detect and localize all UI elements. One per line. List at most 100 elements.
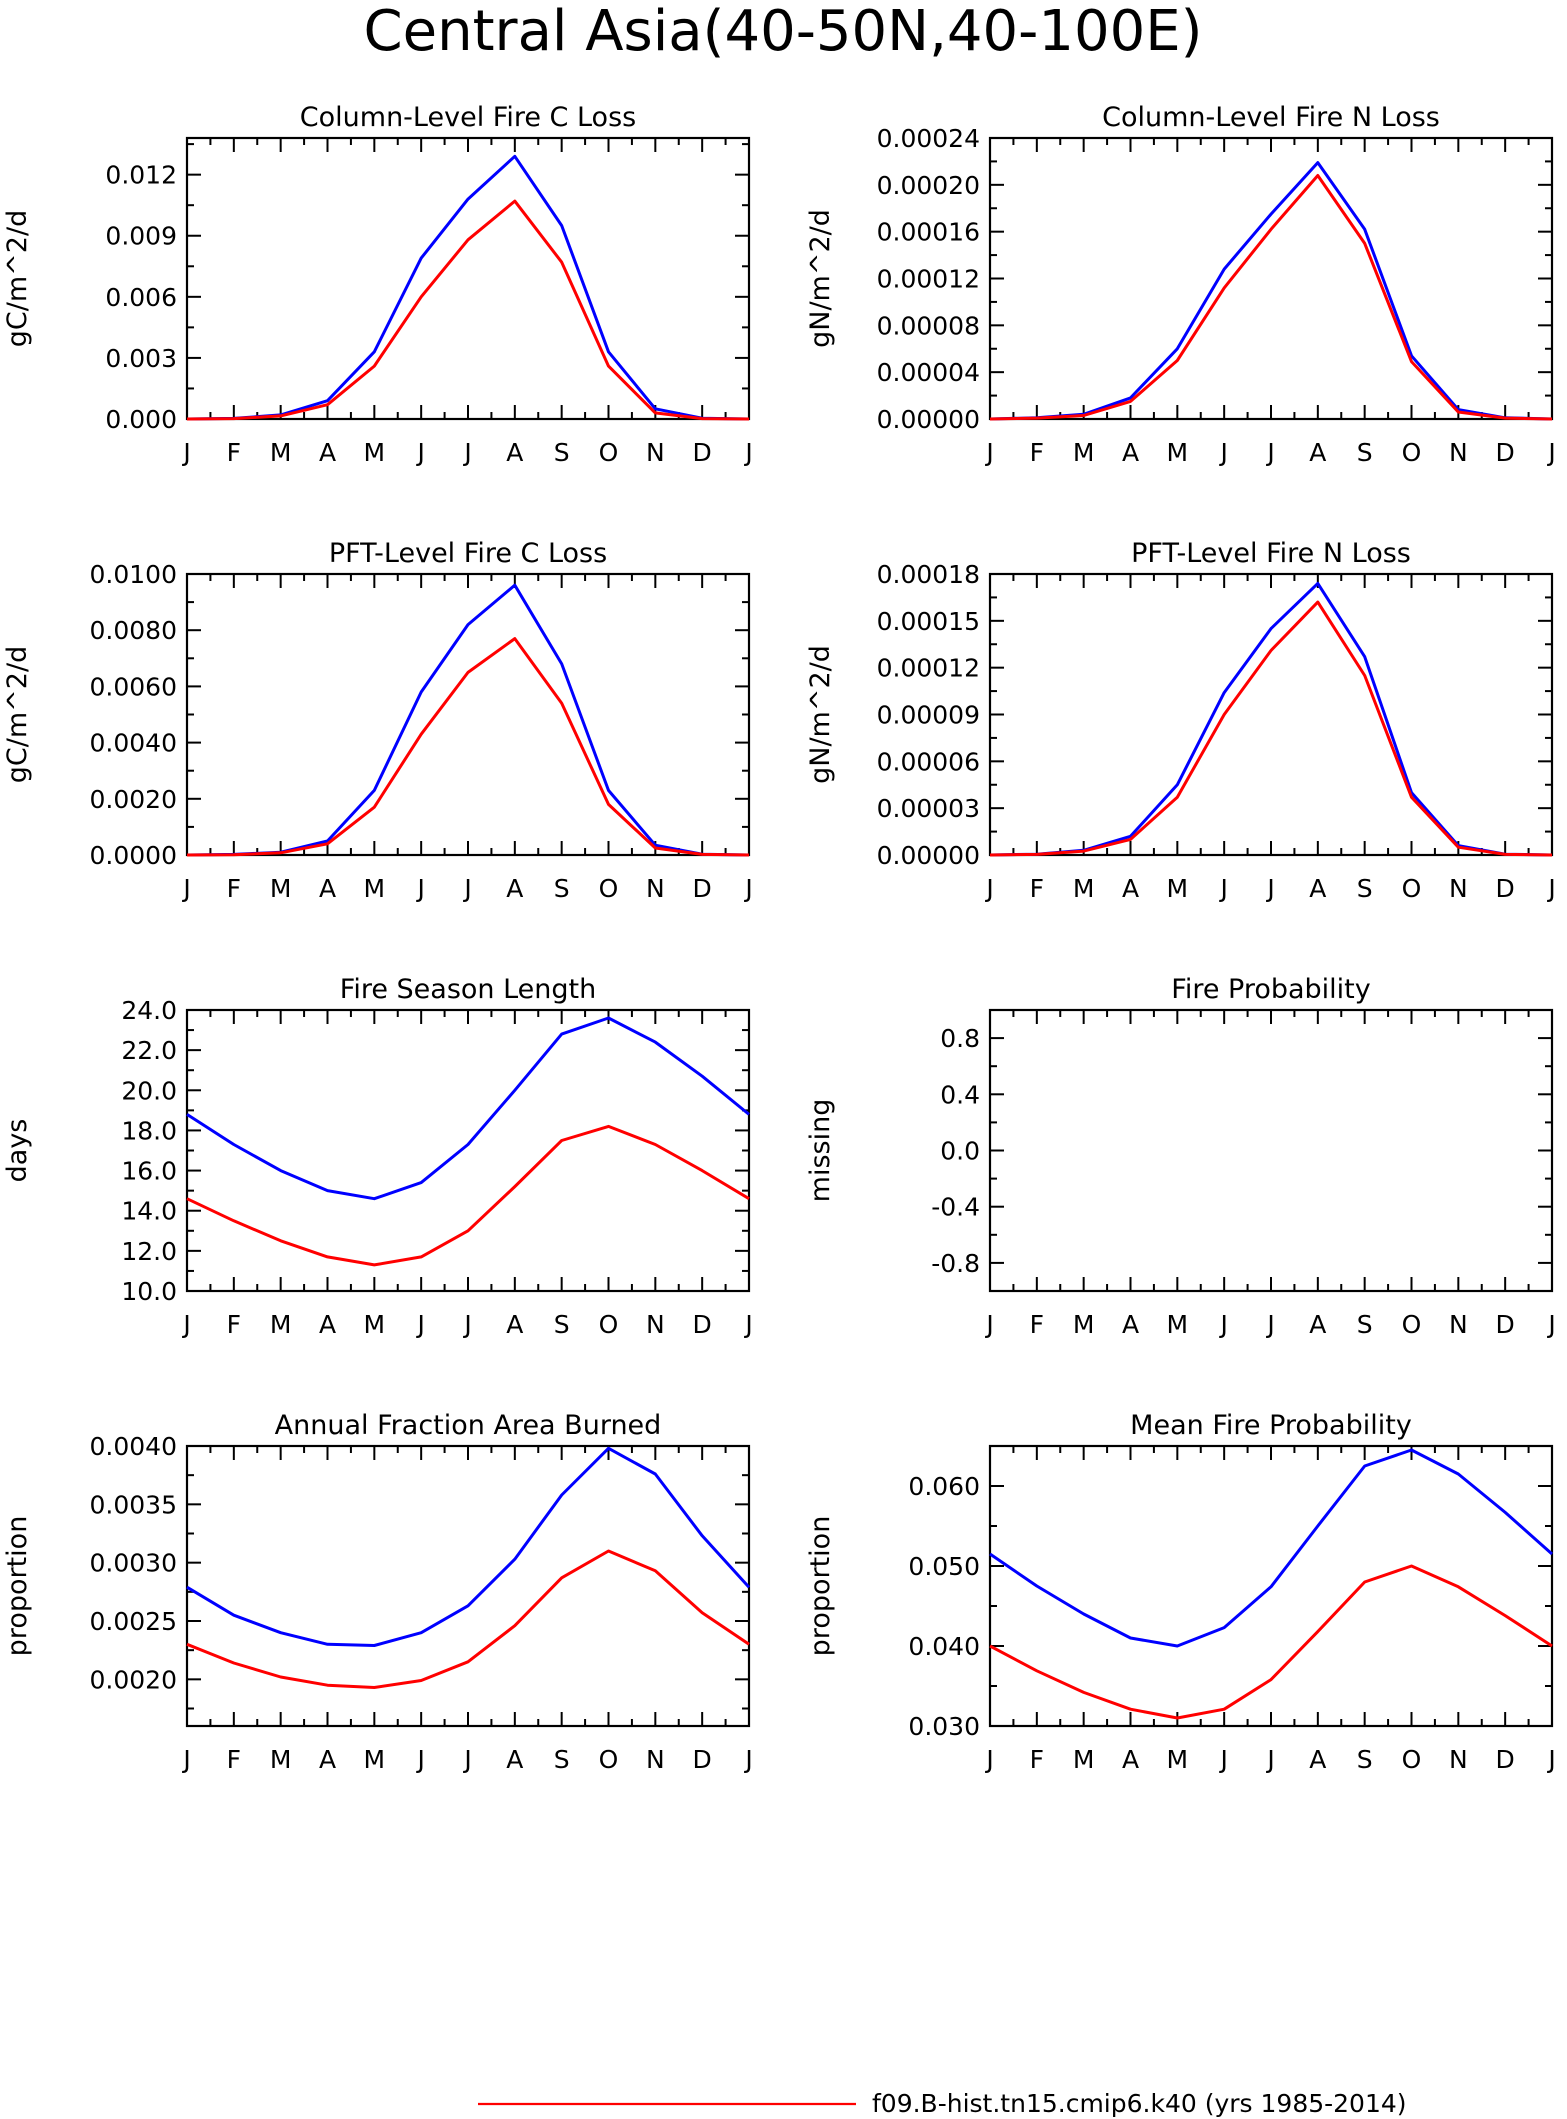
x-tick-label: J — [743, 1745, 752, 1774]
y-tick-label: 0.0 — [940, 1137, 980, 1166]
x-tick-label: M — [1167, 1745, 1189, 1774]
x-tick-label: J — [181, 1310, 190, 1339]
x-tick-label: J — [181, 874, 190, 903]
y-axis-title: missing — [805, 1099, 836, 1203]
x-tick-label: M — [270, 1310, 292, 1339]
x-tick-label: N — [646, 1310, 665, 1339]
x-tick-label: J — [1218, 1745, 1227, 1774]
y-tick-label: 0.0025 — [90, 1607, 177, 1636]
y-tick-label: 0.00020 — [877, 171, 980, 200]
series-line-1 — [186, 583, 750, 857]
x-tick-label: M — [1167, 1310, 1189, 1339]
x-tick-label: J — [1218, 874, 1227, 903]
y-tick-label: 20.0 — [121, 1076, 177, 1105]
x-tick-label: F — [227, 1745, 241, 1774]
y-tick-label: 0.0020 — [90, 785, 177, 814]
x-tick-label: J — [1546, 1310, 1555, 1339]
x-tick-label: J — [415, 438, 424, 467]
x-tick-label: O — [1402, 438, 1422, 467]
x-tick-label: M — [364, 1310, 386, 1339]
x-tick-label: F — [1030, 438, 1044, 467]
x-tick-label: D — [1496, 1745, 1515, 1774]
x-tick-label: O — [599, 438, 619, 467]
y-tick-label: 0.00000 — [877, 405, 980, 434]
series-line-1 — [989, 581, 1553, 857]
x-tick-label: J — [984, 1745, 993, 1774]
y-tick-label: 0.040 — [908, 1632, 980, 1661]
x-tick-label: F — [227, 874, 241, 903]
x-tick-label: A — [1309, 438, 1326, 467]
x-tick-label: J — [1546, 874, 1555, 903]
x-tick-label: N — [1449, 1310, 1468, 1339]
x-tick-label: J — [1546, 438, 1555, 467]
figure-title: Central Asia(40-50N,40-100E) — [364, 0, 1203, 64]
x-tick-label: J — [1218, 438, 1227, 467]
plot-frame — [988, 136, 1554, 421]
y-tick-label: 0.00004 — [877, 358, 980, 387]
y-tick-label: 0.030 — [908, 1712, 980, 1741]
x-tick-label: J — [743, 1310, 752, 1339]
series-line-1 — [989, 161, 1553, 421]
y-tick-label: -0.4 — [931, 1193, 980, 1222]
x-tick-label: M — [270, 874, 292, 903]
x-tick-label: J — [984, 874, 993, 903]
panel-title: PFT-Level Fire C Loss — [329, 538, 607, 569]
x-tick-label: A — [319, 874, 336, 903]
y-tick-label: 0.00012 — [877, 265, 980, 294]
x-tick-label: S — [554, 438, 570, 467]
panel-title: Column-Level Fire C Loss — [300, 102, 636, 133]
y-tick-label: 0.4 — [940, 1080, 980, 1109]
x-tick-label: J — [1265, 438, 1274, 467]
y-tick-label: 0.060 — [908, 1472, 980, 1501]
x-tick-label: J — [462, 1745, 471, 1774]
x-tick-label: O — [599, 1745, 619, 1774]
x-tick-label: F — [1030, 874, 1044, 903]
y-tick-label: 0.000 — [105, 405, 177, 434]
y-axis-title: days — [2, 1119, 33, 1183]
x-tick-label: A — [506, 438, 523, 467]
y-tick-label: 0.00008 — [877, 311, 980, 340]
x-tick-label: O — [1402, 1745, 1422, 1774]
y-tick-label: 0.00003 — [877, 794, 980, 823]
x-tick-label: A — [1309, 1310, 1326, 1339]
x-tick-label: A — [1122, 1310, 1139, 1339]
panel-title: PFT-Level Fire N Loss — [1131, 538, 1411, 569]
y-tick-label: 0.012 — [105, 161, 177, 190]
x-tick-label: M — [364, 438, 386, 467]
x-tick-label: J — [1265, 1310, 1274, 1339]
x-tick-label: D — [693, 438, 712, 467]
y-tick-label: 0.009 — [105, 222, 177, 251]
x-tick-label: J — [415, 1310, 424, 1339]
panel-title: Mean Fire Probability — [1130, 1410, 1412, 1441]
x-tick-label: S — [554, 1745, 570, 1774]
x-tick-label: D — [693, 1745, 712, 1774]
x-tick-label: M — [1073, 874, 1095, 903]
y-tick-label: 0.0040 — [90, 729, 177, 758]
x-tick-label: D — [693, 1310, 712, 1339]
legend-label: f09.B-hist.tn15.cmip6.k40 (yrs 1985-2014… — [872, 2089, 1407, 2118]
y-tick-label: 0.00000 — [877, 841, 980, 870]
y-tick-label: 0.006 — [105, 283, 177, 312]
x-tick-label: J — [743, 874, 752, 903]
x-tick-label: M — [1073, 1310, 1095, 1339]
x-tick-label: S — [1357, 1310, 1373, 1339]
y-axis-title: gC/m^2/d — [2, 210, 33, 347]
x-tick-label: S — [554, 874, 570, 903]
x-tick-label: J — [1265, 1745, 1274, 1774]
x-tick-label: J — [181, 438, 190, 467]
y-tick-label: 0.00009 — [877, 701, 980, 730]
y-tick-label: 0.050 — [908, 1552, 980, 1581]
panel-title: Fire Probability — [1171, 974, 1371, 1005]
series-line-2 — [989, 600, 1553, 857]
x-tick-label: N — [646, 438, 665, 467]
x-tick-label: A — [1309, 1745, 1326, 1774]
x-tick-label: A — [1122, 438, 1139, 467]
plot-frame — [185, 572, 751, 857]
x-tick-label: N — [1449, 438, 1468, 467]
y-axis-title: proportion — [805, 1516, 836, 1657]
y-tick-label: 0.00016 — [877, 218, 980, 247]
y-tick-label: 24.0 — [121, 996, 177, 1025]
